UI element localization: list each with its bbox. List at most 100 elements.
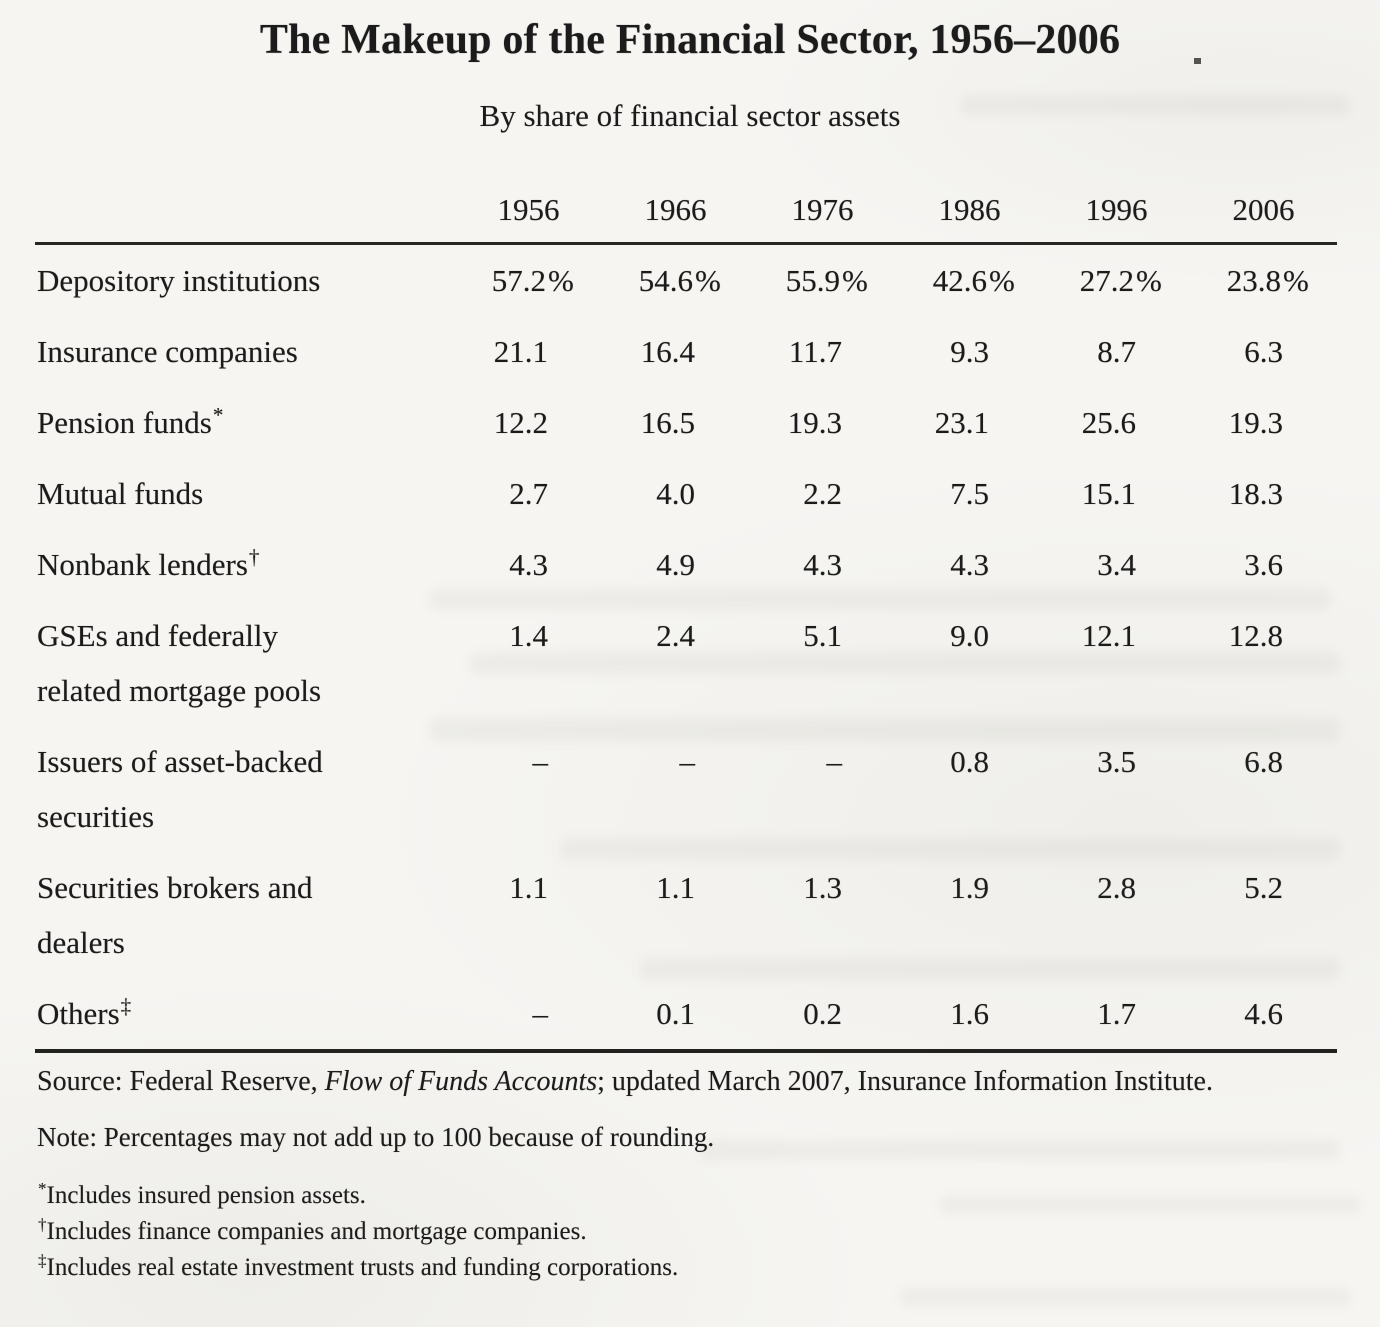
value-cell: 1.4 [509, 618, 548, 653]
year-header: 1956 [455, 156, 602, 245]
value-cell: 3.6 [1244, 547, 1283, 582]
value-cell: 1.9 [950, 870, 989, 905]
value-cell: 9.3 [950, 334, 989, 369]
row-label-line: Insurance companies [37, 334, 298, 369]
financial-sector-table: 1956 1966 1976 1986 1996 2006 Depository inst… [35, 156, 1337, 1053]
value-cell: 2.8 [1097, 870, 1136, 905]
value-cell: 1.7 [1043, 978, 1190, 1053]
table-row: Others‡ –0.1 0.2 1.6 1.7 4.6 [35, 978, 1337, 1053]
table-row: GSEs and federally related mortgage pools… [35, 600, 1337, 726]
scan-bleed-artifact [900, 1288, 1350, 1306]
row-label-line: Depository institutions [37, 263, 321, 298]
footnote-text: Includes real estate investment trusts a… [46, 1254, 679, 1281]
page-subtitle: By share of financial sector assets [479, 98, 901, 133]
value-cell: 1.3 [803, 870, 842, 905]
row-label: Others‡ [35, 978, 455, 1053]
footnote-mark: ‡ [120, 993, 132, 1018]
scan-bleed-artifact [940, 1196, 1360, 1214]
value-cell: 5.1 [803, 618, 842, 653]
value-cell: 23.8% [1226, 263, 1309, 298]
year-header: 1996 [1043, 156, 1190, 245]
footnote-line: *Includes insured pension assets. [37, 1178, 678, 1214]
row-label-line: Issuers of asset-backed [37, 744, 323, 779]
row-label: Mutual funds [35, 458, 455, 529]
source-line: Source: Federal Reserve, Flow of Funds A… [37, 1066, 1213, 1098]
value-cell: 2.7 [509, 476, 548, 511]
value-cell: 8.7 [1097, 334, 1136, 369]
value-cell: 9.0 [950, 618, 989, 653]
value-cell: 6.8 [1244, 744, 1283, 779]
row-label-line: Nonbank lenders [37, 547, 248, 582]
table-row: Insurance companies 21.1 16.4 11.7 9.3 8.7 6.3 [35, 316, 1337, 387]
table-row: Depository institutions 57.2% 54.6% 55.9% 42… [35, 244, 1337, 317]
value-cell: 1.1 [656, 870, 695, 905]
value-cell: 25.6 [1081, 405, 1136, 440]
value-cell: 42.6% [932, 263, 1015, 298]
value-cell: 21.1 [493, 334, 548, 369]
value-cell: – [532, 744, 549, 779]
row-label-line: Mutual funds [37, 476, 204, 511]
table-row: Issuers of asset-backed securities – – – 0.8 3… [35, 726, 1337, 852]
footnotes: *Includes insured pension assets. †Includ… [37, 1178, 678, 1286]
footnote-mark: * [38, 1178, 47, 1198]
value-cell: 4.6 [1190, 978, 1337, 1053]
value-cell: 1.1 [509, 870, 548, 905]
row-label-line: securities [37, 799, 155, 834]
year-header-row: 1956 1966 1976 1986 1996 2006 [35, 156, 1337, 245]
source-italic: Flow of Funds Accounts [324, 1066, 598, 1097]
footnote-line: †Includes finance companies and mortgage… [37, 1214, 678, 1250]
table-row: Nonbank lenders† 4.3 4.9 4.3 4.3 3.4 3.6 [35, 529, 1337, 600]
value-cell: 19.3 [1228, 405, 1283, 440]
row-label: Securities brokers and dealers [35, 852, 455, 978]
row-label: Pension funds* [35, 387, 455, 458]
value-cell: 54.6% [638, 263, 721, 298]
row-label: Issuers of asset-backed securities [35, 726, 455, 852]
year-header: 1986 [896, 156, 1043, 245]
value-cell: 3.5 [1097, 744, 1136, 779]
value-cell: 18.3 [1228, 476, 1283, 511]
row-label-line: Pension funds [37, 405, 212, 440]
row-label: GSEs and federally related mortgage pools [35, 600, 455, 726]
value-cell: 7.5 [950, 476, 989, 511]
scan-bleed-artifact [700, 1140, 1340, 1160]
note-line: Note: Percentages may not add up to 100 … [37, 1122, 715, 1152]
row-label-line: dealers [37, 925, 125, 960]
value-cell: – [679, 744, 696, 779]
year-header: 1976 [749, 156, 896, 245]
table-row: Pension funds* 12.2 16.5 19.3 23.1 25.6 19.3 [35, 387, 1337, 458]
value-cell: 0.1 [602, 978, 749, 1053]
value-cell: 2.2 [803, 476, 842, 511]
row-label: Depository institutions [35, 244, 455, 317]
value-cell: 55.9% [785, 263, 868, 298]
footnote-mark: † [248, 544, 260, 569]
row-label-line: related mortgage pools [37, 673, 322, 708]
value-cell: 4.3 [803, 547, 842, 582]
footnote-mark: * [212, 402, 224, 427]
value-cell: 23.1 [934, 405, 989, 440]
scan-speck [1194, 58, 1201, 64]
row-label: Insurance companies [35, 316, 455, 387]
year-header: 2006 [1190, 156, 1337, 245]
value-cell: 6.3 [1244, 334, 1283, 369]
value-cell: 2.4 [656, 618, 695, 653]
year-header: 1966 [602, 156, 749, 245]
value-cell: 19.3 [787, 405, 842, 440]
value-cell: 4.0 [656, 476, 695, 511]
source-suffix: ; updated March 2007, Insurance Informat… [597, 1066, 1213, 1097]
row-label-line: Securities brokers and [37, 870, 313, 905]
value-cell: 16.4 [640, 334, 695, 369]
empty-header-cell [35, 156, 455, 245]
row-label-line: Others [37, 996, 120, 1031]
page-title: The Makeup of the Financial Sector, 1956… [259, 17, 1121, 63]
value-cell: 11.7 [788, 334, 842, 369]
value-cell: 12.2 [493, 405, 548, 440]
value-cell: 16.5 [640, 405, 695, 440]
value-cell: 27.2% [1079, 263, 1162, 298]
value-cell: – [455, 978, 602, 1053]
footnote-line: ‡Includes real estate investment trusts … [37, 1250, 678, 1286]
value-cell: 12.1 [1081, 618, 1136, 653]
value-cell: 4.9 [656, 547, 695, 582]
value-cell: 0.2 [749, 978, 896, 1053]
value-cell: 0.8 [950, 744, 989, 779]
